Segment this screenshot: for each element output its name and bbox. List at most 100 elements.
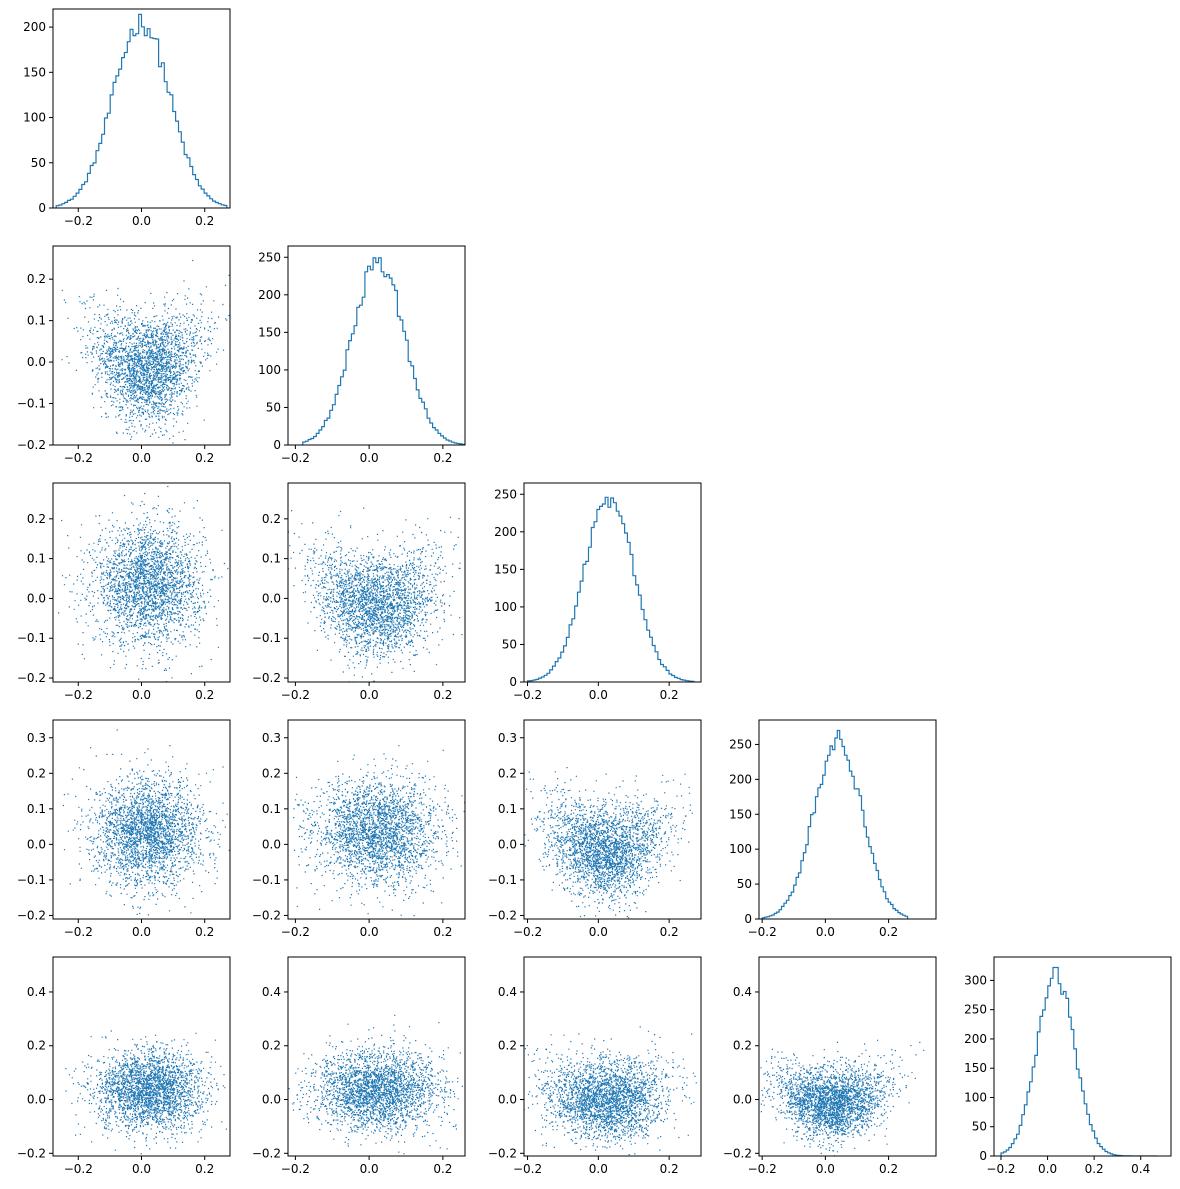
y-tick-label: 150 bbox=[23, 65, 46, 79]
histogram-step-line bbox=[761, 729, 909, 919]
y-tick-label: 0.3 bbox=[262, 731, 281, 745]
axes-frame bbox=[52, 8, 231, 209]
x-tick-label: −0.2 bbox=[64, 1162, 93, 1176]
x-tick-label: 0.0 bbox=[816, 1162, 835, 1176]
axes-frame bbox=[993, 956, 1172, 1157]
x-tick-label: 0.4 bbox=[1131, 1162, 1150, 1176]
y-tick-label: 150 bbox=[258, 325, 281, 339]
y-tick-label: 0 bbox=[38, 201, 46, 215]
x-tick-label: 0.2 bbox=[879, 1162, 898, 1176]
y-tick-label: 250 bbox=[258, 250, 281, 264]
y-tick-label: 100 bbox=[729, 842, 752, 856]
y-tick-label: 0 bbox=[744, 912, 752, 926]
y-tick-label: 200 bbox=[729, 772, 752, 786]
x-tick-label: −0.2 bbox=[986, 1162, 1015, 1176]
plot-area bbox=[759, 1039, 925, 1156]
y-tick-label: 200 bbox=[494, 525, 517, 539]
scatter-points bbox=[288, 1014, 465, 1155]
y-tick-label: 0 bbox=[509, 675, 517, 689]
plot-area bbox=[524, 1026, 701, 1156]
plot-area bbox=[65, 1030, 227, 1155]
axes-frame bbox=[523, 719, 702, 920]
y-tick-label: 0.4 bbox=[733, 985, 752, 999]
y-tick-label: 0 bbox=[273, 438, 281, 452]
y-tick-label: 0.2 bbox=[262, 766, 281, 780]
x-tick-label: −0.2 bbox=[64, 451, 93, 465]
y-tick-label: 0.2 bbox=[27, 766, 46, 780]
x-tick-label: −0.2 bbox=[513, 1162, 542, 1176]
axes-frame bbox=[287, 956, 466, 1157]
panel-2-2: −0.2 0.0 0.2 0 50 100 150 200 250 bbox=[258, 245, 466, 465]
x-tick-label: 0.0 bbox=[1038, 1162, 1057, 1176]
axes-frame bbox=[758, 719, 937, 920]
plot-area bbox=[288, 1014, 465, 1155]
plot-area bbox=[288, 745, 465, 917]
axes-frame bbox=[52, 245, 231, 446]
plot-area bbox=[288, 507, 465, 682]
panel-3-1: −0.2 0.0 0.2 −0.2 −0.1 0.0 0.1 0.2 bbox=[17, 482, 231, 702]
x-tick-label: 0.2 bbox=[433, 1162, 452, 1176]
x-tick-label: 0.2 bbox=[433, 925, 452, 939]
panel-5-4: −0.2 0.0 0.2 −0.2 0.0 0.2 0.4 bbox=[723, 956, 937, 1176]
x-tick-label: 0.0 bbox=[360, 688, 379, 702]
x-tick-label: 0.0 bbox=[360, 1162, 379, 1176]
panel-3-3: −0.2 0.0 0.2 0 50 100 150 200 250 bbox=[494, 482, 702, 702]
y-tick-label: 0.0 bbox=[262, 1093, 281, 1107]
histogram-step-line bbox=[55, 13, 228, 208]
x-tick-label: 0.0 bbox=[816, 925, 835, 939]
x-tick-label: 0.0 bbox=[132, 1162, 151, 1176]
x-tick-label: 0.2 bbox=[660, 1162, 679, 1176]
panel-5-2: −0.2 0.0 0.2 −0.2 0.0 0.2 0.4 bbox=[252, 956, 466, 1176]
x-tick-label: −0.2 bbox=[281, 1162, 310, 1176]
x-tick-label: 0.2 bbox=[879, 925, 898, 939]
scatter-points bbox=[524, 767, 693, 919]
y-tick-label: 0.3 bbox=[27, 731, 46, 745]
y-tick-label: 300 bbox=[964, 973, 987, 987]
panel-4-3: −0.2 0.0 0.2 −0.2 −0.1 0.0 0.1 0.2 0.3 bbox=[488, 719, 702, 939]
y-tick-label: −0.2 bbox=[17, 671, 46, 685]
y-tick-label: 100 bbox=[23, 111, 46, 125]
y-tick-label: 0.2 bbox=[498, 766, 517, 780]
x-tick-label: −0.2 bbox=[64, 688, 93, 702]
y-tick-label: −0.2 bbox=[17, 1146, 46, 1160]
y-tick-label: −0.2 bbox=[17, 908, 46, 922]
x-tick-label: 0.2 bbox=[195, 688, 214, 702]
y-tick-label: 50 bbox=[502, 637, 517, 651]
scatter-points bbox=[62, 729, 230, 916]
y-tick-label: 0.1 bbox=[27, 314, 46, 328]
plot-area bbox=[55, 13, 228, 208]
y-tick-label: 0.4 bbox=[498, 985, 517, 999]
y-tick-label: 200 bbox=[258, 288, 281, 302]
x-tick-label: 0.2 bbox=[195, 451, 214, 465]
y-tick-label: 0.2 bbox=[27, 512, 46, 526]
x-tick-label: 0.0 bbox=[589, 1162, 608, 1176]
x-tick-label: 0.2 bbox=[433, 451, 452, 465]
axes-frame bbox=[52, 482, 231, 683]
y-tick-label: 150 bbox=[729, 807, 752, 821]
y-tick-label: 100 bbox=[494, 600, 517, 614]
y-tick-label: 0.1 bbox=[27, 802, 46, 816]
panel-2-1: −0.2 0.0 0.2 −0.2 −0.1 0.0 0.1 0.2 bbox=[17, 245, 231, 465]
panel-1-1: −0.2 0.0 0.2 0 50 100 150 200 bbox=[23, 8, 231, 228]
y-tick-label: 0.0 bbox=[498, 1093, 517, 1107]
x-tick-label: 0.2 bbox=[195, 925, 214, 939]
scatter-points bbox=[524, 1026, 701, 1156]
x-tick-label: 0.2 bbox=[195, 1162, 214, 1176]
y-tick-label: −0.1 bbox=[17, 397, 46, 411]
x-tick-label: 0.0 bbox=[589, 925, 608, 939]
x-tick-label: −0.2 bbox=[64, 214, 93, 228]
histogram-step-line bbox=[1000, 966, 1157, 1156]
y-tick-label: 150 bbox=[494, 562, 517, 576]
y-tick-label: 200 bbox=[964, 1032, 987, 1046]
y-tick-label: 0.0 bbox=[733, 1093, 752, 1107]
x-tick-label: −0.2 bbox=[281, 925, 310, 939]
axes-frame bbox=[523, 956, 702, 1157]
y-tick-label: −0.1 bbox=[252, 631, 281, 645]
scatter-points bbox=[759, 1039, 925, 1156]
y-tick-label: 0 bbox=[979, 1149, 987, 1163]
y-tick-label: 0.2 bbox=[498, 1039, 517, 1053]
y-tick-label: 0.1 bbox=[498, 802, 517, 816]
scatter-points bbox=[58, 485, 230, 682]
y-tick-label: 0.2 bbox=[27, 272, 46, 286]
